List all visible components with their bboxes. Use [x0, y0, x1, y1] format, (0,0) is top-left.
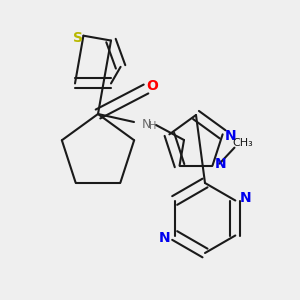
Text: N: N: [141, 118, 151, 130]
Text: N: N: [214, 157, 226, 171]
Text: N: N: [159, 230, 170, 244]
Text: S: S: [74, 31, 83, 45]
Text: O: O: [146, 79, 158, 93]
Text: CH₃: CH₃: [232, 138, 253, 148]
Text: N: N: [225, 129, 236, 143]
Text: N: N: [239, 191, 251, 206]
Text: H: H: [149, 121, 157, 131]
